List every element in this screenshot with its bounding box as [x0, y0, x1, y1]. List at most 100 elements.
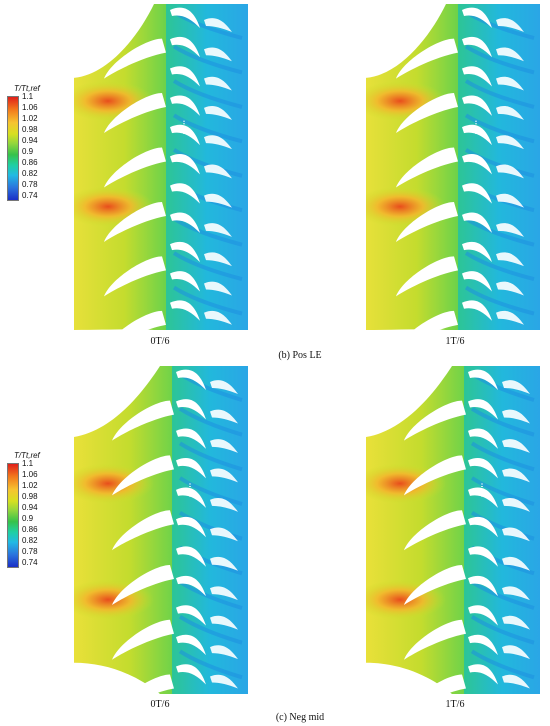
rotor-blade [462, 66, 492, 87]
legend-tick: 0.98 [22, 125, 38, 134]
stator-vane [112, 400, 174, 441]
rotor-blade [176, 575, 206, 597]
rotor-blade [204, 252, 232, 267]
rotor-blade [468, 458, 498, 479]
rotor-blade [468, 428, 498, 449]
stator-vane [104, 256, 166, 297]
rotor-blade [204, 135, 232, 150]
rotor-blade [496, 76, 524, 91]
legend-tick: 0.86 [22, 525, 38, 534]
rotor-blade [210, 645, 238, 660]
time-label: 0T/6 [150, 699, 170, 710]
rotor-blade [210, 409, 238, 424]
rotor-blade [462, 300, 492, 321]
stator-vane [112, 619, 174, 660]
stator-vane [104, 201, 166, 242]
legend-tick: 0.86 [22, 158, 38, 167]
subfigure-caption: (b) Pos LE [278, 350, 322, 361]
rotor-blade [462, 154, 492, 175]
legend-title: T/Tt,ref [14, 84, 40, 93]
legend-tick: 0.98 [22, 492, 38, 501]
stator-vane [112, 510, 174, 551]
rotor-blade [170, 212, 200, 233]
stator-vane [104, 93, 166, 134]
stator-vane [126, 674, 174, 696]
legend-tick: 0.78 [22, 547, 38, 556]
rotor-blade [210, 615, 238, 630]
rotor-blade [502, 645, 530, 660]
rotor-blade [468, 605, 498, 626]
stator-vane [404, 564, 466, 605]
contour-panel-b-0t6 [74, 2, 250, 332]
rotor-blade [170, 66, 200, 87]
rotor-blade [204, 193, 232, 208]
stator-vane [404, 400, 466, 441]
stator-vane [418, 674, 466, 696]
legend-tick: 1.02 [22, 114, 38, 123]
rotor-blade [210, 380, 238, 394]
temperature-contour-c-right [366, 366, 540, 696]
stator-vane [404, 510, 466, 551]
rotor-blade [502, 674, 530, 689]
rotor-blade [468, 487, 498, 508]
legend-tick: 0.74 [22, 191, 38, 200]
legend-tick: 1.06 [22, 103, 38, 112]
rotor-blade [204, 223, 232, 237]
rotor-blade [496, 18, 524, 32]
rotor-blade [502, 380, 530, 394]
rotor-domain [464, 366, 540, 694]
rotor-blade [462, 36, 492, 58]
temperature-contour-b-right [366, 4, 540, 332]
rotor-blade [496, 193, 524, 208]
rotor-blade [176, 605, 206, 626]
stator-vane [404, 455, 466, 496]
legend-colorbar [7, 96, 19, 201]
temperature-contour-b-left [74, 4, 248, 332]
rotor-blade [502, 468, 530, 483]
legend-tick: 1.02 [22, 481, 38, 490]
rotor-blade [502, 527, 530, 542]
legend-tick: 0.82 [22, 536, 38, 545]
rotor-blade [176, 664, 206, 685]
rotor-blade [496, 164, 524, 179]
rotor-domain [172, 366, 248, 694]
rotor-blade [462, 7, 492, 28]
rotor-blade [210, 468, 238, 483]
rotor-blade [496, 281, 524, 296]
rotor-blade [204, 76, 232, 91]
rotor-blade [496, 105, 524, 120]
rotor-blade [462, 95, 492, 116]
rotor-blade [462, 183, 492, 204]
rotor-blade [496, 252, 524, 267]
stator-vane [119, 310, 166, 332]
rotor-blade [502, 586, 530, 601]
rotor-blade [210, 674, 238, 689]
stator-vane [396, 201, 458, 242]
legend-tick: 0.82 [22, 169, 38, 178]
rotor-blade [170, 183, 200, 204]
rotor-blade [502, 497, 530, 512]
subfigure-caption: (c) Neg mid [275, 712, 325, 723]
rotor-blade [468, 516, 498, 538]
rotor-blade [496, 47, 524, 62]
rotor-blade [468, 664, 498, 685]
time-label: 1T/6 [445, 336, 465, 347]
rotor-blade [502, 409, 530, 424]
rotor-blade [468, 546, 498, 567]
rotor-blade [210, 586, 238, 601]
rotor-blade [170, 95, 200, 116]
rotor-blade [170, 154, 200, 175]
rotor-blade [462, 271, 492, 292]
stator-vane [104, 38, 166, 79]
rotor-blade [176, 428, 206, 449]
time-label: 0T/6 [150, 336, 170, 347]
legend-title: T/Tt,ref [14, 451, 40, 460]
contour-panel-c-0t6 [74, 364, 250, 696]
rotor-blade [496, 310, 524, 325]
stator-vane [396, 256, 458, 297]
legend-tick: 1.06 [22, 470, 38, 479]
legend-tick: 0.9 [22, 514, 34, 523]
stator-vane [112, 455, 174, 496]
contour-panel-c-1t6 [366, 364, 542, 696]
